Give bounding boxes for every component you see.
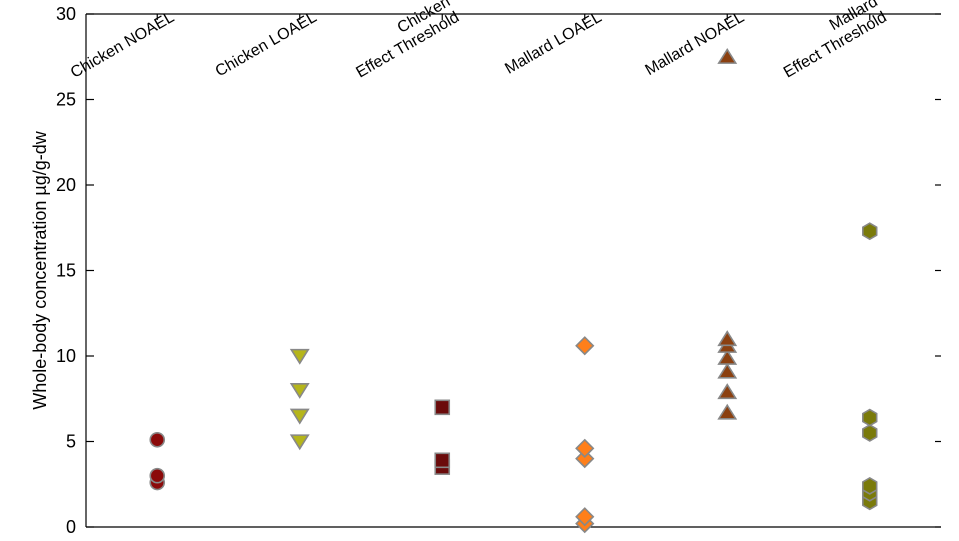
category-labels: Chicken NOAEL Chicken LOAEL ChickenEffect … <box>68 0 890 82</box>
square-marker <box>434 399 451 416</box>
triangle-up-marker <box>717 383 738 400</box>
category-label: ChickenEffect Threshold <box>344 0 462 81</box>
y-tick-label: 15 <box>56 261 76 281</box>
category-label: Chicken LOAEL <box>213 9 320 81</box>
triangle-up-marker <box>717 48 738 64</box>
category-label: Mallard NOAEL <box>642 9 747 79</box>
diamond-marker <box>575 336 595 356</box>
hexagon-marker <box>862 222 878 241</box>
y-tick-label: 0 <box>66 517 76 537</box>
hexagon-marker <box>862 477 878 495</box>
y-tick-label: 25 <box>56 90 76 110</box>
y-tick-label: 5 <box>66 432 76 452</box>
y-ticks: 0 5 10 15 20 25 30 <box>56 4 941 537</box>
diamond-marker <box>575 448 595 469</box>
triangle-up-marker <box>717 330 738 347</box>
y-tick-label: 30 <box>56 4 76 24</box>
category-label: MallardEffect Threshold <box>772 0 890 81</box>
triangle-down-marker <box>289 348 310 365</box>
triangle-down-marker <box>289 383 310 399</box>
triangle-down-marker <box>289 434 310 451</box>
triangle-down-marker <box>289 408 310 425</box>
triangle-up-marker <box>717 348 738 365</box>
circle-marker <box>149 467 166 484</box>
diamond-marker <box>575 438 595 458</box>
y-tick-label: 10 <box>56 346 76 366</box>
hexagon-marker <box>862 408 878 427</box>
category-label: Chicken NOAEL <box>68 9 177 82</box>
data-points <box>149 48 878 534</box>
y-tick-label: 20 <box>56 175 76 195</box>
square-marker <box>434 452 451 469</box>
triangle-up-marker <box>717 403 738 420</box>
hexagon-marker <box>862 424 878 442</box>
y-axis-title: Whole-body concentration µg/g-dw <box>30 130 50 410</box>
diamond-marker <box>575 507 595 527</box>
axes <box>85 13 941 528</box>
circle-marker <box>149 431 166 448</box>
triangle-up-marker <box>717 362 738 379</box>
category-label: Mallard LOAEL <box>502 9 605 78</box>
